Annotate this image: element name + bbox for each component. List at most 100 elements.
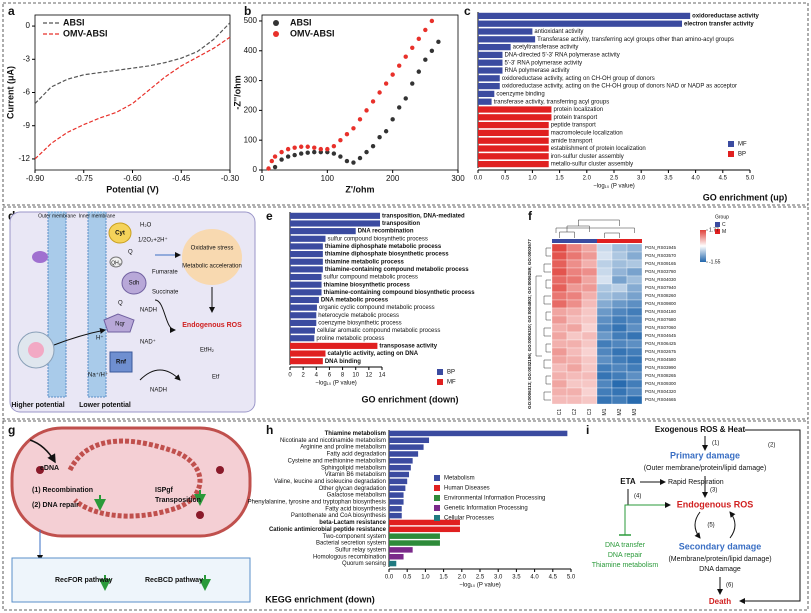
heat-cell bbox=[551, 331, 568, 341]
label: DNA transfer bbox=[605, 542, 646, 549]
point bbox=[266, 166, 271, 171]
label: Higher potential bbox=[11, 402, 64, 409]
dendrogram bbox=[543, 263, 551, 273]
heat-cell bbox=[596, 331, 613, 341]
x-tick-label: 12 bbox=[366, 373, 373, 379]
panel-letter: b bbox=[244, 4, 251, 18]
category-label: sulfur compound biosynthetic process bbox=[327, 236, 427, 242]
category-label: Sulfur relay system bbox=[335, 547, 386, 553]
heat-cell bbox=[611, 251, 628, 261]
heat-cell bbox=[611, 339, 628, 349]
category-label: Cationic antimicrobial peptide resistanc… bbox=[269, 527, 387, 533]
category-label: oxidoreductase activity, acting on the C… bbox=[502, 84, 737, 90]
legend-swatch bbox=[728, 141, 734, 147]
bar bbox=[478, 145, 549, 152]
heat-cell bbox=[626, 267, 643, 277]
row-label: PGN_RS04180 bbox=[645, 309, 677, 314]
legend-label: OMV-ABSI bbox=[63, 28, 108, 38]
label: ETA bbox=[620, 477, 636, 486]
x-tick-label: 6 bbox=[328, 373, 332, 379]
heat-cell bbox=[596, 347, 613, 357]
row-label: PGN_RS03570 bbox=[645, 253, 677, 258]
point bbox=[423, 57, 428, 62]
diagram-i: Exogenous ROS & Heat (1) (2) Primary dam… bbox=[592, 425, 801, 606]
row-label: PGN_RS02675 bbox=[645, 349, 677, 354]
heat-cell bbox=[581, 347, 598, 357]
bar bbox=[389, 553, 404, 560]
x-tick-label: 4.0 bbox=[691, 176, 700, 182]
point bbox=[429, 48, 435, 53]
group-bar bbox=[597, 239, 642, 243]
x-tick-label: 5.0 bbox=[567, 575, 576, 581]
bar bbox=[290, 327, 315, 334]
heat-cell bbox=[596, 259, 613, 269]
label: RecBCD pathway bbox=[145, 577, 203, 584]
colorbar-label: -1.55 bbox=[709, 259, 721, 265]
y-tick-label: 0 bbox=[26, 21, 31, 30]
legend-swatch bbox=[273, 31, 279, 37]
point bbox=[292, 145, 297, 150]
bar bbox=[478, 153, 549, 160]
heat-cell bbox=[611, 323, 628, 333]
dendrogram bbox=[543, 295, 551, 305]
label: Endogenous ROS bbox=[182, 322, 242, 329]
bar bbox=[478, 129, 549, 137]
bar bbox=[478, 82, 500, 90]
point bbox=[331, 151, 337, 156]
heat-cell bbox=[566, 275, 583, 285]
point bbox=[338, 137, 343, 143]
label: NAD⁺ bbox=[140, 339, 156, 346]
x-tick-label: 3.5 bbox=[512, 575, 521, 581]
y-tick-label: 400 bbox=[244, 46, 258, 55]
y-tick-label: -9 bbox=[23, 121, 31, 130]
category-label: Other glycan degradation bbox=[319, 486, 386, 492]
heat-cell bbox=[596, 395, 613, 405]
heat-cell bbox=[626, 259, 643, 269]
heat-cell bbox=[596, 267, 613, 277]
bar bbox=[478, 121, 549, 129]
label: Exogenous ROS & Heat bbox=[655, 425, 746, 434]
row-label: PGN_RS07060 bbox=[645, 325, 677, 330]
category-label: DNA metabolic process bbox=[321, 298, 389, 304]
point bbox=[292, 152, 297, 158]
bar bbox=[478, 43, 511, 51]
label: Etf bbox=[212, 375, 220, 381]
legend-swatch bbox=[273, 20, 279, 26]
x-tick-label: 3.5 bbox=[664, 176, 673, 182]
heat-cell bbox=[626, 355, 643, 365]
heat-cell bbox=[581, 323, 598, 333]
row-label: PGN_RS04645 bbox=[645, 333, 677, 338]
heat-cell bbox=[551, 283, 568, 293]
legend-swatch bbox=[437, 379, 443, 385]
heat-cell bbox=[611, 387, 628, 397]
bar bbox=[478, 12, 691, 20]
heat-cell bbox=[611, 259, 628, 269]
heat-cell bbox=[611, 331, 628, 341]
dendrogram bbox=[543, 391, 551, 401]
point bbox=[338, 154, 343, 159]
label: Fumarate bbox=[152, 270, 178, 276]
category-label: coenzyme binding bbox=[496, 91, 544, 97]
label: Sdh bbox=[129, 281, 140, 287]
point bbox=[390, 117, 395, 122]
group-bar bbox=[552, 239, 597, 243]
heat-cell bbox=[551, 347, 568, 357]
category-label: cellular aromatic compound metabolic pro… bbox=[317, 328, 440, 334]
heat-cell bbox=[566, 283, 583, 293]
legend-label: BP bbox=[738, 152, 746, 158]
x-tick-label: 0.5 bbox=[501, 176, 510, 182]
dendrogram bbox=[545, 279, 551, 289]
heat-cell bbox=[581, 243, 598, 253]
heat-cell bbox=[596, 371, 613, 381]
heat-cell bbox=[581, 307, 598, 317]
x-tick-label: 200 bbox=[386, 174, 400, 183]
point bbox=[370, 143, 376, 149]
heat-cell bbox=[566, 379, 583, 389]
category-label: thiamine diphosphate metabolic process bbox=[325, 244, 442, 250]
legend-label: Cellular Processes bbox=[444, 516, 494, 522]
heat-cell bbox=[581, 275, 598, 285]
bar bbox=[389, 506, 402, 512]
bar bbox=[290, 342, 378, 349]
column-label: C2 bbox=[572, 409, 578, 416]
